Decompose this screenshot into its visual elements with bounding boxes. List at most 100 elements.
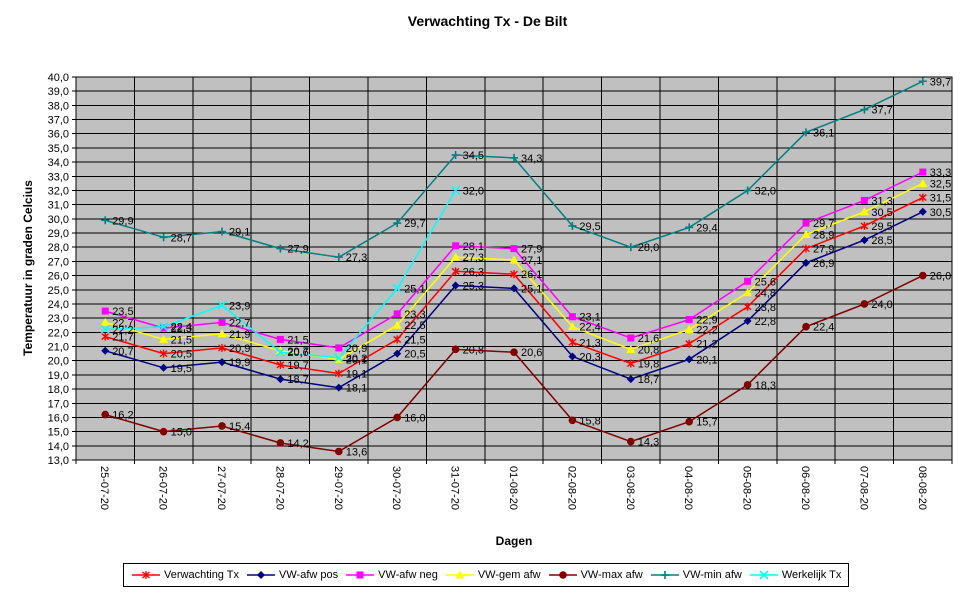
x-axis-labels: 25-07-20 26-07-20 27-07-20 28-07-20 29-07-20… [98,466,928,510]
plus-marker [802,128,810,137]
data-label-verwachting-tx: 29,5 [871,221,892,233]
star-marker [334,369,343,378]
data-label-verwachting-tx: 26,1 [521,269,542,281]
legend-label: VW-afw neg [378,569,438,581]
triangle-marker [743,288,753,297]
data-label-vw-min-afw: 28,7 [171,232,192,244]
y-axis-title: Temperatuur in graden Celcius [21,180,35,356]
data-label-vw-afw-neg: 23,5 [112,306,133,318]
data-label-vw-afw-pos: 25,3 [463,281,484,293]
data-label-vw-min-afw: 36,1 [813,127,834,139]
data-label-vw-afw-pos: 20,1 [696,354,717,366]
data-label-verwachting-tx: 21,7 [112,332,133,344]
x-axis-tick-label: 30-07-20 [390,466,402,510]
data-label-vw-afw-pos: 30,5 [930,207,951,219]
data-label-vw-max-afw: 13,6 [346,446,367,458]
data-label-vw-afw-neg: 23,1 [579,312,600,324]
circle-marker [510,348,518,356]
data-label-vw-gem-afw: 24,8 [755,288,776,300]
diamond-marker [334,383,343,392]
data-label-vw-min-afw: 37,7 [871,105,892,117]
x-axis-tick-label: 06-08-20 [799,466,811,510]
y-axis-tick-label: 34,0 [48,157,69,169]
y-axis-tick-label: 39,0 [48,86,69,98]
plus-marker [568,221,577,230]
y-axis-tick-label: 21,0 [48,342,69,354]
data-label-vw-min-afw: 34,3 [521,153,542,165]
data-label-vw-afw-neg: 21,6 [638,333,659,345]
plot-border [75,76,953,461]
x-marker [759,570,769,580]
legend-item-vw-min-afw: VW-min afw [650,569,742,581]
y-axis-tick-label: 19,0 [48,370,69,382]
data-label-vw-afw-neg: 20,9 [346,343,367,355]
x-marker [334,353,344,363]
data-label-werkelijk-tx: 20,2 [346,353,367,365]
y-axis-tick-label: 25,0 [48,285,69,297]
data-label-vw-min-afw: 29,4 [696,222,717,234]
data-label-verwachting-tx: 19,8 [638,359,659,371]
circle-marker [568,416,577,425]
x-axis-tick-label: 08-08-20 [916,466,928,510]
data-label-vw-min-afw: 29,1 [229,227,250,239]
triangle-marker [100,317,110,326]
plus-marker [918,77,927,86]
data-label-vw-afw-neg: 33,3 [930,167,951,179]
y-axis-tick-label: 26,0 [48,271,69,283]
diamond-marker [393,349,402,358]
data-label-vw-max-afw: 14,3 [638,437,659,449]
data-label-verwachting-tx: 20,5 [171,349,192,361]
data-label-vw-gem-afw: 32,5 [930,178,951,190]
plus-marker [510,153,518,162]
x-axis-tick-label: 28-07-20 [273,466,285,510]
legend-label: Werkelijk Tx [781,569,842,581]
series-vw-afw-pos [101,207,927,392]
data-label-vw-afw-neg: 27,9 [521,244,542,256]
data-label-vw-max-afw: 20,6 [521,347,542,359]
diamond-marker [743,316,752,325]
y-axis-tick-label: 27,0 [48,256,69,268]
square-marker [356,571,364,579]
star-marker [159,349,168,358]
circle-marker [627,437,635,446]
legend-key-vw-max-afw [548,571,577,579]
data-label-vw-afw-pos: 18,7 [287,374,308,386]
data-label-vw-min-afw: 27,3 [346,252,367,264]
plot-background [76,77,952,460]
data-label-vw-min-afw: 34,5 [463,150,484,162]
x-axis-tick-label: 25-07-20 [98,466,110,510]
y-axis-tick-label: 38,0 [48,100,69,112]
x-marker [275,347,285,357]
y-axis-tick-label: 37,0 [48,115,69,127]
star-marker [685,339,694,348]
data-label-vw-max-afw: 26,0 [930,271,951,283]
triangle-marker [159,334,169,343]
y-axis-tick-label: 22,0 [48,327,69,339]
circle-marker [558,571,567,579]
plus-marker [101,216,110,225]
x-axis-tick-label: 29-07-20 [332,466,344,510]
data-label-vw-afw-pos: 26,9 [813,258,834,270]
circle-marker [919,271,927,280]
legend-key-werkelijk-tx [749,570,778,580]
square-marker [160,324,168,332]
data-label-vw-afw-pos: 20,5 [404,349,425,361]
triangle-marker [217,329,227,338]
data-label-vw-afw-neg: 31,3 [871,195,892,207]
x-axis-tick-label: 07-08-20 [857,466,869,510]
diamond-marker [451,281,460,290]
circle-marker [860,300,869,308]
star-marker [802,244,810,253]
plot-area: 13,0 14,0 15,0 16,0 17,0 18,0 19,0 20,0 21,0 22,0… [21,72,953,548]
y-axis-tick-label: 30,0 [48,214,69,226]
square-marker [860,196,868,204]
data-label-verwachting-tx: 23,8 [755,302,776,314]
diamond-marker [860,236,869,245]
x-marker [159,322,169,332]
data-label-vw-afw-neg: 25,6 [755,276,776,288]
data-label-vw-gem-afw: 21,9 [229,329,250,341]
legend-item-vw-afw-pos: VW-afw pos [246,569,338,581]
legend-label: VW-min afw [682,569,742,581]
legend-item-vw-max-afw: VW-max afw [548,569,643,581]
